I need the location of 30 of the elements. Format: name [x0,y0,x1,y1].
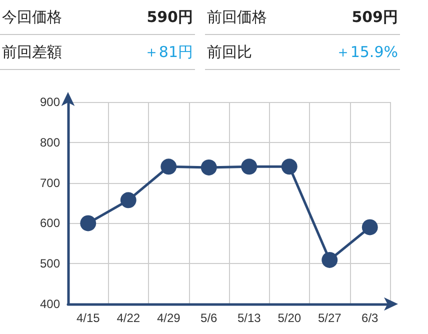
y-tick-label: 400 [40,297,60,311]
x-tick-label: 5/6 [200,311,218,325]
x-tick-label: 5/27 [318,311,342,325]
x-tick-label: 5/20 [278,311,302,325]
x-tick-label: 4/15 [76,311,100,325]
y-tick-label: 900 [40,95,60,109]
point [80,215,96,232]
text: 今回価格 [2,8,62,26]
x-tick-label: 4/29 [156,311,181,325]
point [241,158,258,175]
x-tick-label: 4/22 [116,311,140,325]
x-tick-label: 6/3 [362,311,379,325]
point [120,192,136,208]
text: 590円 [146,8,193,26]
text: 前回比 [207,42,252,62]
text: 前回差額 [2,42,62,62]
text: 前回価格 [207,8,267,26]
point [322,252,338,268]
text: ＋15.9% [335,42,398,62]
text: 509円 [352,8,398,26]
point [160,158,177,175]
y-tick-label: 800 [40,135,60,150]
text: ＋81円 [144,42,193,62]
y-tick-label: 500 [40,256,60,271]
point [200,159,217,176]
point [362,219,378,236]
y-tick-label: 600 [40,216,60,230]
y-tick-label: 700 [40,176,60,190]
point [281,158,298,175]
x-tick-label: 5/13 [237,311,262,325]
